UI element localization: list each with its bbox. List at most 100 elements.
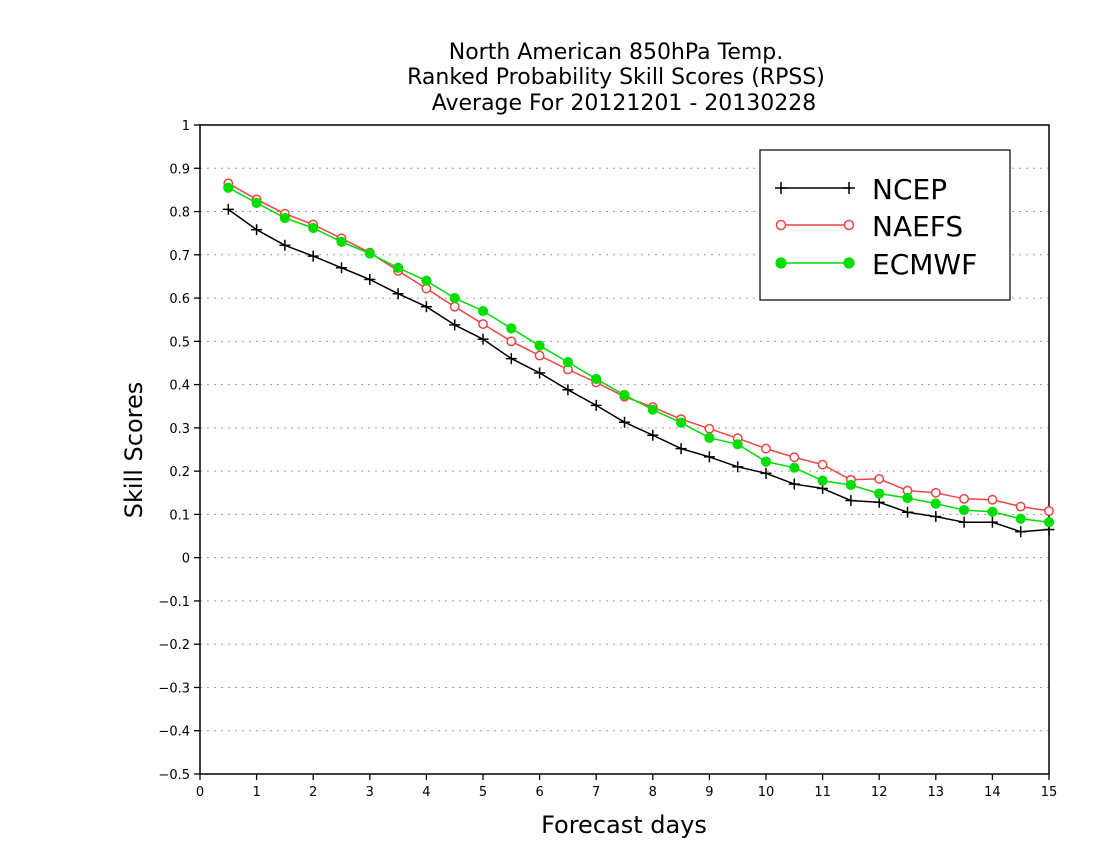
data-point-ecmwf — [477, 305, 489, 317]
data-point-ncep — [986, 516, 998, 528]
data-point-ncep — [930, 511, 942, 523]
x-tick-label: 2 — [309, 785, 317, 800]
y-tick-label: 1 — [182, 119, 190, 134]
data-point-ncep — [902, 506, 913, 518]
data-point-ecmwf — [336, 236, 347, 247]
data-point-ecmwf — [223, 182, 234, 193]
chart-title-line-1: North American 850hPa Temp. — [449, 40, 784, 65]
data-point-naefs — [704, 423, 715, 434]
x-tick-label: 15 — [1041, 785, 1058, 800]
x-tick-label: 4 — [422, 785, 430, 800]
data-point-ncep — [675, 443, 687, 455]
data-point-naefs — [789, 452, 800, 463]
data-point-ncep — [279, 239, 291, 251]
data-point-ecmwf — [279, 212, 290, 224]
data-point-ecmwf — [562, 357, 574, 368]
legend-ecmwf-label: ECMWF — [872, 248, 977, 281]
x-tick-label: 11 — [814, 785, 831, 800]
data-point-ecmwf — [817, 475, 828, 486]
data-point-naefs — [1015, 501, 1026, 512]
data-point-naefs — [1044, 505, 1054, 516]
x-tick-label: 0 — [196, 785, 204, 800]
data-point-ecmwf — [308, 222, 319, 234]
legend-naefs-marker — [775, 219, 787, 231]
data-point-ecmwf — [364, 248, 375, 259]
y-tick-label: −0.1 — [158, 595, 190, 610]
data-point-ecmwf — [676, 417, 687, 428]
data-point-ncep — [449, 319, 461, 331]
data-point-ecmwf — [534, 340, 545, 351]
data-point-ncep — [703, 451, 715, 463]
data-point-ecmwf — [647, 404, 658, 415]
series-layer — [222, 178, 1055, 538]
y-axis-label: Skill Scores — [120, 382, 148, 519]
y-tick-label: 0.5 — [169, 335, 190, 350]
data-point-ecmwf — [251, 197, 262, 208]
x-tick-label: 6 — [535, 785, 543, 800]
data-point-ecmwf — [704, 432, 715, 443]
data-point-naefs — [506, 336, 517, 347]
data-point-ecmwf — [959, 504, 970, 516]
data-point-ecmwf — [760, 456, 772, 467]
data-point-ncep — [562, 384, 574, 396]
data-point-naefs — [959, 493, 970, 504]
data-point-naefs — [874, 473, 885, 484]
chart-title-line-3: Average For 20121201 - 20130228 — [432, 91, 817, 116]
x-tick-label: 5 — [479, 785, 487, 800]
data-point-ecmwf — [930, 498, 941, 509]
data-point-naefs — [534, 350, 545, 361]
x-axis-label: Forecast days — [541, 811, 707, 839]
x-tick-label: 14 — [984, 785, 1001, 800]
data-point-ncep — [619, 416, 630, 428]
data-point-ecmwf — [845, 479, 857, 491]
data-point-ncep — [590, 399, 602, 411]
y-tick-label: −0.4 — [158, 725, 190, 740]
data-point-naefs — [478, 319, 488, 329]
legend-naefs-marker-2 — [843, 219, 855, 231]
data-point-ncep — [647, 429, 659, 441]
y-tick-label: 0.8 — [169, 206, 190, 221]
legend-ecmwf-marker — [775, 257, 787, 269]
data-point-ecmwf — [506, 323, 517, 334]
data-point-ncep — [251, 224, 263, 236]
y-tick-label: 0.3 — [169, 422, 190, 437]
data-point-ncep — [845, 495, 857, 507]
data-point-ecmwf — [591, 373, 602, 385]
x-tick-label: 10 — [758, 785, 775, 800]
data-point-ecmwf — [902, 492, 913, 504]
y-tick-label: 0.1 — [169, 508, 190, 523]
legend-ecmwf-marker-2 — [843, 257, 855, 269]
data-point-ecmwf — [789, 462, 800, 473]
data-point-ecmwf — [619, 389, 630, 401]
data-point-ecmwf — [393, 262, 404, 273]
data-point-ncep — [1015, 526, 1027, 538]
legend: NCEP NAEFS ECMWF — [759, 149, 1011, 301]
x-tick-label: 12 — [871, 785, 888, 800]
y-tick-label: 0.4 — [169, 379, 190, 394]
data-point-ecmwf — [732, 439, 743, 450]
data-point-ecmwf — [1015, 513, 1026, 524]
data-point-ncep — [222, 203, 234, 215]
x-tick-label: 1 — [252, 785, 260, 800]
data-point-ncep — [788, 478, 800, 490]
data-point-ecmwf — [987, 506, 998, 517]
plot-frame — [199, 124, 1050, 775]
data-point-ncep — [307, 250, 319, 262]
x-tick-label: 13 — [928, 785, 945, 800]
data-point-naefs — [761, 443, 771, 454]
data-point-ncep — [364, 273, 376, 285]
data-point-ncep — [958, 516, 970, 528]
x-tick-label: 3 — [366, 785, 374, 800]
data-point-ncep — [505, 353, 517, 365]
data-point-ecmwf — [421, 275, 432, 286]
y-tick-label: 0.2 — [169, 465, 190, 480]
y-tick-label: 0.6 — [169, 292, 190, 307]
y-tick-label: −0.3 — [158, 681, 190, 696]
data-point-naefs — [930, 487, 941, 498]
data-point-ncep — [392, 288, 404, 300]
data-point-naefs — [449, 301, 460, 312]
y-tick-label: 0.9 — [169, 162, 190, 177]
y-tick-label: −0.5 — [158, 768, 190, 783]
